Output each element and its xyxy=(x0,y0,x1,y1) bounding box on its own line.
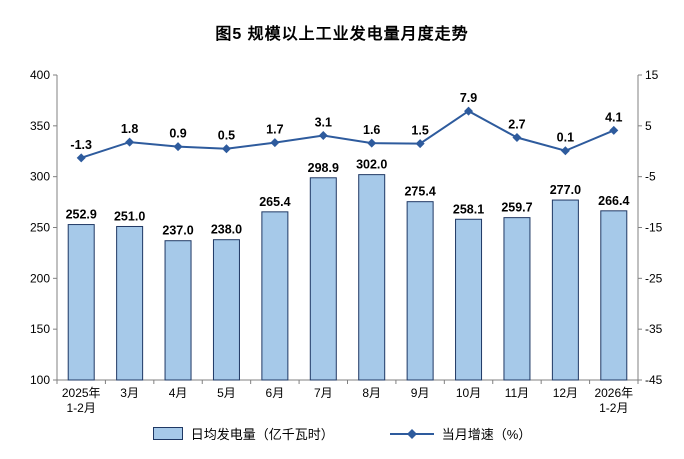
bar xyxy=(503,217,531,381)
chart-title: 图5 规模以上工业发电量月度走势 xyxy=(215,26,469,43)
left-axis-label: 350 xyxy=(30,119,50,133)
bar-value-label: 277.0 xyxy=(550,183,581,197)
x-axis-label: 4月 xyxy=(169,386,188,400)
right-axis-label: -25 xyxy=(645,271,663,285)
right-axis-label: -5 xyxy=(645,170,656,184)
line-marker xyxy=(270,138,280,148)
x-axis-label: 1-2月 xyxy=(599,401,628,415)
bar-value-label: 266.4 xyxy=(598,194,629,208)
x-axis-label: 1-2月 xyxy=(67,401,96,415)
bar xyxy=(406,201,434,381)
line-marker xyxy=(76,153,86,163)
bar xyxy=(261,211,289,381)
line-value-label: 0.9 xyxy=(169,127,186,141)
right-axis-label: -15 xyxy=(645,221,663,235)
line-value-label: 7.9 xyxy=(460,91,477,105)
growth-line xyxy=(80,109,615,159)
line-marker xyxy=(367,138,377,148)
bar-value-label: 259.7 xyxy=(501,201,532,215)
x-axis-label: 2026年 xyxy=(594,386,633,400)
line-marker xyxy=(173,142,183,152)
legend-item-growth: 当月增速（%） xyxy=(389,424,532,443)
x-axis-label: 3月 xyxy=(120,386,139,400)
bar-value-label: 298.9 xyxy=(308,161,339,175)
line-value-label: 1.8 xyxy=(121,122,138,136)
line-marker xyxy=(415,139,425,149)
bar xyxy=(67,224,95,381)
right-axis-label: 5 xyxy=(645,119,652,133)
line-swatch-icon xyxy=(389,428,434,439)
left-axis-label: 400 xyxy=(30,68,50,82)
line-value-label: 1.7 xyxy=(266,123,283,137)
right-axis-label: -35 xyxy=(645,322,663,336)
bar-value-label: 275.4 xyxy=(404,185,435,199)
left-axis-label: 200 xyxy=(30,271,50,285)
x-axis-label: 5月 xyxy=(217,386,236,400)
bar xyxy=(212,239,240,381)
bar xyxy=(551,199,579,381)
line-marker xyxy=(464,106,474,116)
line-marker xyxy=(125,137,135,147)
legend-item-generation: 日均发电量（亿千瓦时） xyxy=(152,424,334,443)
bar-value-label: 302.0 xyxy=(356,158,387,172)
bar-swatch-icon xyxy=(152,427,183,440)
left-axis-label: 300 xyxy=(30,170,50,184)
line-value-label: 3.1 xyxy=(315,115,332,129)
x-axis-label: 7月 xyxy=(314,386,333,400)
x-axis-label: 8月 xyxy=(362,386,381,400)
bar-value-label: 258.1 xyxy=(453,202,484,216)
line-value-label: -1.3 xyxy=(70,138,92,152)
bar xyxy=(600,210,628,381)
line-value-label: 1.5 xyxy=(411,124,428,138)
bar xyxy=(358,174,386,381)
x-axis-label: 12月 xyxy=(553,386,578,400)
legend-label-growth: 当月增速（%） xyxy=(441,427,532,442)
bar-value-label: 238.0 xyxy=(211,223,242,237)
x-axis-label: 10月 xyxy=(456,386,481,400)
x-axis-label: 6月 xyxy=(266,386,285,400)
left-axis-label: 100 xyxy=(30,373,50,387)
line-marker xyxy=(318,130,328,140)
line-value-label: 2.7 xyxy=(508,118,525,132)
bar xyxy=(164,240,192,381)
line-marker xyxy=(512,133,522,143)
x-axis-label: 2025年 xyxy=(62,386,101,400)
chart-legend: 日均发电量（亿千瓦时） 当月增速（%） xyxy=(0,424,684,443)
bar-value-label: 252.9 xyxy=(66,208,97,222)
line-value-label: 0.5 xyxy=(218,129,235,143)
right-axis-label: 15 xyxy=(645,68,659,82)
bar xyxy=(309,177,337,381)
bar-value-label: 265.4 xyxy=(259,195,290,209)
line-value-label: 1.6 xyxy=(363,123,380,137)
line-value-label: 0.1 xyxy=(557,131,574,145)
left-axis-label: 150 xyxy=(30,322,50,336)
bar xyxy=(116,225,144,381)
x-axis-label: 9月 xyxy=(411,386,430,400)
bar-value-label: 237.0 xyxy=(162,224,193,238)
chart-plot: 400 350 300 250 200 150 100 15 5 -5 -15 -25 -35 -45 25… xyxy=(30,68,663,415)
bar xyxy=(455,218,483,381)
line-marker xyxy=(560,146,570,156)
line-marker xyxy=(609,125,619,135)
right-axis-label: -45 xyxy=(645,373,663,387)
bar-value-label: 251.0 xyxy=(114,209,145,223)
line-marker xyxy=(221,144,231,154)
legend-label-generation: 日均发电量（亿千瓦时） xyxy=(190,427,334,442)
line-value-label: 4.1 xyxy=(605,110,622,124)
x-axis-label: 11月 xyxy=(505,386,529,400)
left-axis-label: 250 xyxy=(30,221,50,235)
